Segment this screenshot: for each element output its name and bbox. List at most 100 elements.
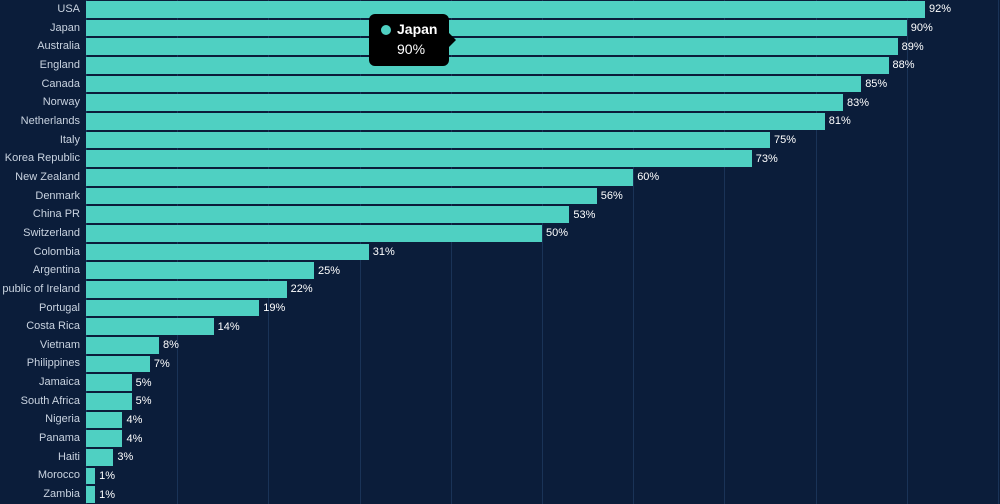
bar-row[interactable]: 60% bbox=[86, 168, 998, 187]
y-axis-label: Japan bbox=[50, 19, 80, 38]
bar-chart: USAJapanAustraliaEnglandCanadaNorwayNeth… bbox=[0, 0, 1000, 504]
bar-row[interactable]: 4% bbox=[86, 411, 998, 430]
bar bbox=[86, 57, 889, 74]
y-axis-label: South Africa bbox=[21, 392, 80, 411]
bar-value-label: 90% bbox=[911, 22, 933, 34]
bar-value-label: 22% bbox=[291, 283, 313, 295]
bar bbox=[86, 206, 569, 223]
bar bbox=[86, 244, 369, 261]
bar-value-label: 60% bbox=[637, 171, 659, 183]
bar-value-label: 31% bbox=[373, 246, 395, 258]
bar bbox=[86, 113, 825, 130]
bar-row[interactable]: 53% bbox=[86, 205, 998, 224]
bar bbox=[86, 449, 113, 466]
bar bbox=[86, 76, 861, 93]
bar bbox=[86, 374, 132, 391]
bar bbox=[86, 356, 150, 373]
bar-row[interactable]: 88% bbox=[86, 56, 998, 75]
bar bbox=[86, 430, 122, 447]
y-axis-label: Nigeria bbox=[45, 410, 80, 429]
bar-value-label: 8% bbox=[163, 339, 179, 351]
bar-value-label: 4% bbox=[126, 433, 142, 445]
bar-row[interactable]: 22% bbox=[86, 280, 998, 299]
bar-row[interactable]: 5% bbox=[86, 392, 998, 411]
bars-container: 92% 90% 89% 88% 85% 83% 81% 75% 73% 60% 56% 53% 50% 3… bbox=[86, 0, 998, 504]
bar-row[interactable]: 85% bbox=[86, 75, 998, 94]
bar-row[interactable]: 4% bbox=[86, 429, 998, 448]
bar-row[interactable]: 31% bbox=[86, 243, 998, 262]
y-axis-label: China PR bbox=[33, 205, 80, 224]
bar-value-label: 81% bbox=[829, 115, 851, 127]
bar-row[interactable]: 50% bbox=[86, 224, 998, 243]
y-axis-label: Zambia bbox=[43, 485, 80, 504]
bar-row[interactable]: 5% bbox=[86, 373, 998, 392]
bar bbox=[86, 393, 132, 410]
bar-row[interactable]: 92% bbox=[86, 0, 998, 19]
y-axis-label: Portugal bbox=[39, 299, 80, 318]
y-axis-label: England bbox=[40, 56, 80, 75]
bar bbox=[86, 486, 95, 503]
bar bbox=[86, 300, 259, 317]
bar-value-label: 7% bbox=[154, 358, 170, 370]
bar-value-label: 1% bbox=[99, 470, 115, 482]
bar bbox=[86, 38, 898, 55]
y-axis-label: Argentina bbox=[33, 261, 80, 280]
y-axis-label: Haiti bbox=[58, 448, 80, 467]
y-axis-label: Philippines bbox=[27, 354, 80, 373]
bar-value-label: 92% bbox=[929, 3, 951, 15]
bar-value-label: 83% bbox=[847, 97, 869, 109]
bar bbox=[86, 188, 597, 205]
gridline bbox=[998, 0, 999, 504]
bar bbox=[86, 468, 95, 485]
bar-row[interactable]: 73% bbox=[86, 149, 998, 168]
y-axis-label: New Zealand bbox=[15, 168, 80, 187]
bar-value-label: 75% bbox=[774, 134, 796, 146]
bar-value-label: 73% bbox=[756, 153, 778, 165]
bar-value-label: 19% bbox=[263, 302, 285, 314]
bar bbox=[86, 1, 925, 18]
bar-row[interactable]: 14% bbox=[86, 317, 998, 336]
bar-value-label: 4% bbox=[126, 414, 142, 426]
bar-value-label: 56% bbox=[601, 190, 623, 202]
bar bbox=[86, 169, 633, 186]
y-axis-label: USA bbox=[57, 0, 80, 19]
bar bbox=[86, 262, 314, 279]
bar-row[interactable]: 90% bbox=[86, 19, 998, 38]
y-axis-label: Italy bbox=[60, 131, 80, 150]
bar-row[interactable]: 1% bbox=[86, 467, 998, 486]
bar-row[interactable]: 1% bbox=[86, 485, 998, 504]
bar-value-label: 50% bbox=[546, 227, 568, 239]
y-axis-label: Australia bbox=[37, 37, 80, 56]
bar bbox=[86, 20, 907, 37]
bar-row[interactable]: 7% bbox=[86, 355, 998, 374]
bar-row[interactable]: 75% bbox=[86, 131, 998, 150]
bar bbox=[86, 94, 843, 111]
bar-row[interactable]: 3% bbox=[86, 448, 998, 467]
bar-value-label: 14% bbox=[218, 321, 240, 333]
bar-row[interactable]: 56% bbox=[86, 187, 998, 206]
bar bbox=[86, 318, 214, 335]
bar-value-label: 88% bbox=[893, 59, 915, 71]
bar-row[interactable]: 19% bbox=[86, 299, 998, 318]
y-axis-label: public of Ireland bbox=[2, 280, 80, 299]
y-axis-label: Costa Rica bbox=[26, 317, 80, 336]
bar bbox=[86, 337, 159, 354]
bar-row[interactable]: 8% bbox=[86, 336, 998, 355]
bar-row[interactable]: 83% bbox=[86, 93, 998, 112]
bar bbox=[86, 412, 122, 429]
plot-area: 92% 90% 89% 88% 85% 83% 81% 75% 73% 60% 56% 53% 50% 3… bbox=[86, 0, 998, 504]
bar bbox=[86, 281, 287, 298]
y-axis-label: Panama bbox=[39, 429, 80, 448]
bar-row[interactable]: 81% bbox=[86, 112, 998, 131]
bar-value-label: 53% bbox=[573, 209, 595, 221]
bar-value-label: 3% bbox=[117, 451, 133, 463]
y-axis-label: Canada bbox=[41, 75, 80, 94]
y-axis-labels: USAJapanAustraliaEnglandCanadaNorwayNeth… bbox=[0, 0, 80, 504]
y-axis-label: Norway bbox=[43, 93, 80, 112]
y-axis-label: Jamaica bbox=[39, 373, 80, 392]
bar bbox=[86, 150, 752, 167]
bar-row[interactable]: 25% bbox=[86, 261, 998, 280]
bar-row[interactable]: 89% bbox=[86, 37, 998, 56]
y-axis-label: Korea Republic bbox=[5, 149, 80, 168]
bar bbox=[86, 132, 770, 149]
